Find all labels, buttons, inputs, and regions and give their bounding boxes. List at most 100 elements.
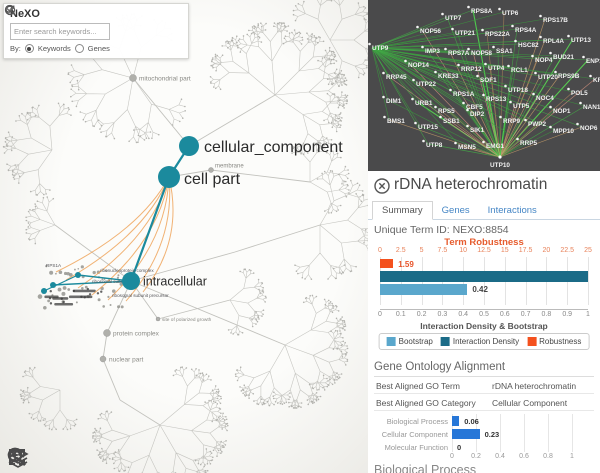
keywords-radio-label[interactable]: Keywords bbox=[37, 44, 71, 53]
gene-label[interactable]: NOP56 bbox=[420, 28, 441, 35]
gene-label[interactable]: RPS17B bbox=[543, 17, 568, 24]
gene-label[interactable]: UTP22 bbox=[416, 81, 436, 88]
layers-button[interactable] bbox=[7, 446, 152, 468]
gene-label[interactable]: NOP58 bbox=[471, 50, 492, 57]
gene-label[interactable]: NOP4 bbox=[535, 57, 553, 64]
gene-label[interactable]: RRP45 bbox=[386, 74, 407, 81]
gene-label[interactable]: DIM1 bbox=[386, 98, 402, 105]
gene-label[interactable]: RPS13 bbox=[486, 96, 507, 103]
ontology-node-label[interactable]: site of polarized growth bbox=[162, 317, 212, 323]
gene-label[interactable]: UTP6 bbox=[502, 10, 519, 17]
keywords-radio[interactable] bbox=[24, 44, 34, 53]
gene-label[interactable]: IMP3 bbox=[425, 48, 440, 55]
gene-label[interactable]: URB1 bbox=[415, 100, 433, 107]
ontology-node-label[interactable]: membrane bbox=[215, 164, 244, 170]
gene-label[interactable]: SSA1 bbox=[496, 48, 513, 55]
gene-label[interactable]: NAN1 bbox=[583, 104, 600, 111]
close-icon[interactable] bbox=[374, 178, 390, 194]
gene-label[interactable]: PWP2 bbox=[528, 121, 547, 128]
gene-label[interactable]: HSC82 bbox=[518, 42, 539, 49]
gene-label[interactable]: RPS7A bbox=[448, 50, 470, 57]
gene-label[interactable]: UTP15 bbox=[418, 124, 438, 131]
gene-label[interactable]: RRP9 bbox=[503, 118, 520, 125]
refresh-icon[interactable] bbox=[5, 5, 144, 38]
genes-radio-label[interactable]: Genes bbox=[87, 44, 110, 53]
ontology-node-label[interactable]: protein complex bbox=[113, 331, 160, 338]
legend-item[interactable]: Robustness bbox=[527, 337, 581, 346]
gene-label[interactable]: RCL1 bbox=[511, 67, 528, 74]
gene-label[interactable]: UTP20 bbox=[538, 74, 558, 81]
ontology-node-label[interactable]: mitochondrial part bbox=[139, 76, 191, 83]
ontology-node-label[interactable]: nuclear part bbox=[109, 357, 144, 364]
gene-label[interactable]: UTP9 bbox=[372, 45, 389, 52]
fit-to-screen-button[interactable] bbox=[9, 446, 90, 468]
gene-label[interactable]: RPS22A bbox=[485, 31, 510, 38]
tab-genes[interactable]: Genes bbox=[441, 205, 470, 216]
search-icon[interactable] bbox=[5, 5, 127, 38]
gene-label[interactable]: UTP21 bbox=[455, 30, 475, 37]
search-input[interactable] bbox=[10, 23, 110, 40]
gene-label[interactable]: UTP8 bbox=[426, 142, 443, 149]
ontology-node-selected[interactable] bbox=[158, 166, 180, 188]
gene-label[interactable]: MSN5 bbox=[458, 144, 476, 151]
ontology-node[interactable] bbox=[208, 167, 214, 173]
gene-label[interactable]: RRP12 bbox=[461, 66, 482, 73]
gene-label[interactable]: RPS8A bbox=[471, 8, 493, 15]
collapse-chevrons-button[interactable] bbox=[9, 446, 121, 468]
gene-label[interactable]: NOP6 bbox=[580, 125, 598, 132]
cluster-term-label[interactable]: ribosomal subunit precursor bbox=[112, 293, 169, 298]
gene-label[interactable]: UTP4 bbox=[488, 65, 505, 72]
ontology-node-label[interactable]: intracellular bbox=[143, 275, 207, 289]
gene-label[interactable]: NOP1 bbox=[553, 108, 571, 115]
gene-label[interactable]: KR bbox=[593, 77, 600, 84]
ontology-node-label[interactable]: cell part bbox=[184, 171, 241, 188]
gene-label[interactable]: UTP7 bbox=[445, 15, 462, 22]
goa-category-value: Cellular Component bbox=[492, 398, 568, 408]
gene-label[interactable]: SIK1 bbox=[470, 127, 485, 134]
gene-label[interactable]: EMG1 bbox=[486, 143, 505, 150]
tab-summary[interactable]: Summary bbox=[372, 201, 433, 220]
gene-interaction-panel[interactable]: RPS8A UTP6 UTP7 RPS17B NOP56 UTP21 RPS22A RPS4A… bbox=[368, 0, 600, 171]
canvas-toolbar bbox=[6, 446, 152, 468]
gene-label[interactable]: POL5 bbox=[571, 90, 588, 97]
ontology-node-selected[interactable] bbox=[122, 272, 140, 290]
tab-interactions[interactable]: Interactions bbox=[487, 205, 537, 216]
gene-label[interactable]: RRP5 bbox=[520, 140, 537, 147]
gene-label[interactable]: RPL4A bbox=[543, 38, 564, 45]
cluster-term-label[interactable]: ribosomal subunit bbox=[92, 279, 129, 284]
ontology-node[interactable] bbox=[99, 355, 107, 363]
go-icon[interactable] bbox=[4, 4, 161, 38]
cluster-term-label[interactable]: ribonucleoprotein complex bbox=[100, 268, 154, 273]
gene-label[interactable]: KRE33 bbox=[438, 73, 459, 80]
ontology-node-label[interactable]: cellular_component bbox=[204, 139, 343, 156]
ontology-node[interactable] bbox=[103, 329, 111, 337]
gene-label[interactable]: UTP13 bbox=[571, 37, 591, 44]
gene-label[interactable]: MPP10 bbox=[553, 128, 574, 135]
ontology-node-selected[interactable] bbox=[179, 136, 199, 156]
gene-label[interactable]: RPS9B bbox=[558, 73, 580, 80]
gene-label[interactable]: RPS5 bbox=[438, 108, 455, 115]
gene-label[interactable]: UTP18 bbox=[508, 87, 528, 94]
gene-label[interactable]: CBF5 bbox=[466, 104, 483, 111]
ontology-node[interactable] bbox=[155, 316, 161, 322]
gene-label[interactable]: ENP1 bbox=[586, 58, 600, 65]
gene-label[interactable]: NOP14 bbox=[408, 62, 429, 69]
gene-label[interactable]: DIP2 bbox=[470, 111, 485, 118]
ontology-node[interactable] bbox=[129, 74, 137, 82]
gene-label[interactable]: NOC4 bbox=[536, 95, 554, 102]
legend-item[interactable]: Interaction Density bbox=[440, 337, 519, 346]
gene-label[interactable]: UTP5 bbox=[513, 103, 530, 110]
cluster-term-label[interactable]: RPS1A bbox=[46, 263, 62, 268]
ontology-canvas[interactable]: mitochondrial part membrane protein comple… bbox=[0, 0, 368, 473]
zoom-out-button[interactable] bbox=[7, 446, 59, 468]
gene-label[interactable]: RPS1A bbox=[453, 91, 475, 98]
gene-label[interactable]: BUD21 bbox=[553, 54, 574, 61]
gene-label[interactable]: SOF1 bbox=[480, 77, 497, 84]
gene-label[interactable]: RPS4A bbox=[515, 27, 537, 34]
legend-item[interactable]: Bootstrap bbox=[386, 337, 433, 346]
collapse-panel-icon[interactable] bbox=[5, 7, 178, 38]
gene-label[interactable]: BMS1 bbox=[387, 118, 405, 125]
genes-radio[interactable] bbox=[74, 44, 84, 53]
gene-label[interactable]: UTP10 bbox=[490, 162, 510, 169]
gene-label[interactable]: SSB1 bbox=[443, 118, 460, 125]
